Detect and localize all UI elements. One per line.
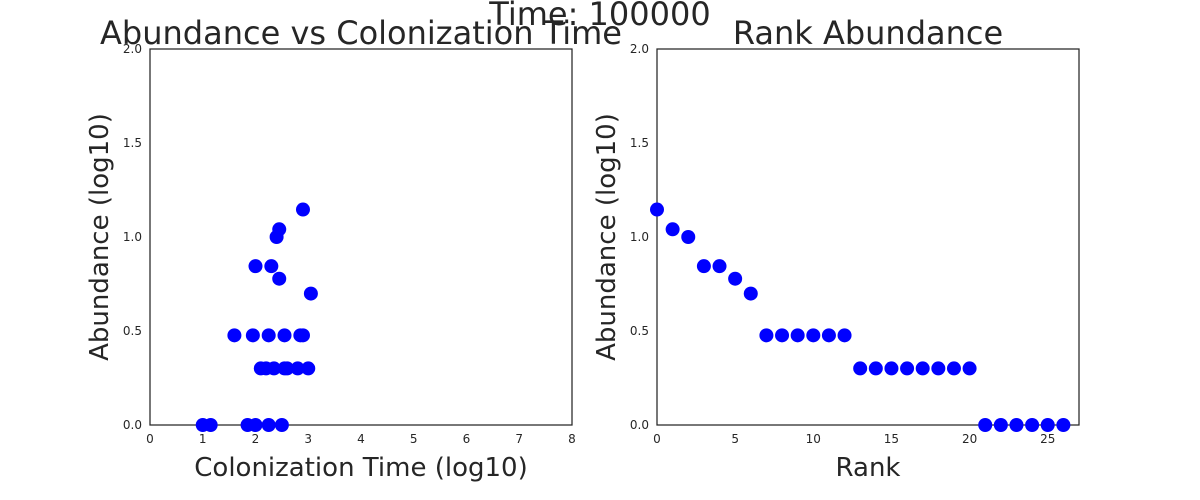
x-tick-label: 6 [463, 432, 471, 446]
y-axis-label: Abundance (log10) [85, 113, 115, 361]
data-point [962, 361, 977, 376]
data-point [264, 259, 279, 274]
x-tick-label: 5 [410, 432, 418, 446]
data-point [203, 418, 218, 432]
data-point [712, 259, 727, 274]
y-axis-label: Abundance (log10) [592, 113, 622, 361]
data-point [900, 361, 915, 376]
data-point [261, 418, 276, 432]
data-point [915, 361, 930, 376]
x-tick-label: 7 [515, 432, 523, 446]
data-point [295, 202, 310, 217]
data-point [946, 361, 961, 376]
data-point [301, 361, 316, 376]
x-tick-label: 15 [884, 432, 899, 446]
data-point [1025, 418, 1040, 432]
y-tick-label: 2.0 [630, 42, 649, 56]
data-point [272, 271, 287, 286]
data-point [790, 328, 805, 343]
y-tick-label: 0.5 [123, 324, 142, 338]
data-point [227, 328, 242, 343]
x-tick-label: 3 [304, 432, 312, 446]
x-tick-label: 8 [568, 432, 576, 446]
data-point [681, 230, 696, 244]
data-point [280, 361, 295, 376]
x-tick-label: 20 [962, 432, 977, 446]
x-tick-label: 4 [357, 432, 365, 446]
chart-right: Rank Abundance 0 5 10 15 20 25 0.0 0.5 1.0 1.5 2.0 R… [592, 14, 1080, 483]
data-point [884, 361, 899, 376]
data-point [248, 418, 263, 432]
y-tick-label: 0.0 [630, 418, 649, 432]
y-tick-label: 0.0 [123, 418, 142, 432]
data-point [993, 418, 1008, 432]
x-tick-label: 0 [146, 432, 154, 446]
data-point [743, 286, 758, 301]
data-point [821, 328, 836, 343]
data-point [295, 328, 310, 343]
plot-frame [149, 48, 573, 426]
y-tick-label: 1.0 [630, 230, 649, 244]
chart-title: Rank Abundance [733, 14, 1003, 52]
data-point [277, 328, 292, 343]
x-axis-label: Rank [836, 453, 901, 483]
data-point [868, 361, 883, 376]
data-point [837, 328, 852, 343]
data-point [775, 328, 790, 343]
data-point [248, 259, 263, 274]
y-tick-label: 1.5 [630, 136, 649, 150]
chart-title: Abundance vs Colonization Time [100, 14, 622, 52]
x-axis-label: Colonization Time (log10) [194, 453, 527, 483]
y-tick-label: 1.5 [123, 136, 142, 150]
data-point [1040, 418, 1055, 432]
data-point [261, 328, 276, 343]
x-tick-label: 2 [252, 432, 260, 446]
data-point [728, 271, 743, 286]
data-point [650, 202, 664, 217]
data-point [266, 361, 281, 376]
y-tick-label: 2.0 [123, 42, 142, 56]
figure-suptitle: Time: 100000 [488, 0, 710, 33]
data-point [853, 361, 868, 376]
data-points [650, 202, 1071, 432]
data-point [696, 259, 711, 274]
y-tick-label: 1.0 [123, 230, 142, 244]
chart-left: Abundance vs Colonization Time 0 1 2 3 4 5 6 7 8 0… [85, 14, 622, 483]
data-point [245, 328, 260, 343]
y-tick-label: 0.5 [630, 324, 649, 338]
data-point [806, 328, 821, 343]
data-point [272, 222, 287, 237]
data-point [931, 361, 946, 376]
data-point [665, 222, 680, 237]
data-point [759, 328, 774, 343]
data-point [303, 286, 318, 301]
x-tick-label: 10 [806, 432, 821, 446]
plot-frame [656, 48, 1080, 426]
x-tick-label: 25 [1040, 432, 1055, 446]
x-tick-label: 5 [731, 432, 739, 446]
data-point [1056, 418, 1071, 432]
data-point [290, 361, 305, 376]
data-points [195, 202, 318, 432]
data-point [978, 418, 993, 432]
data-point [1009, 418, 1024, 432]
data-point [274, 418, 289, 432]
x-tick-label: 0 [653, 432, 661, 446]
x-tick-label: 1 [199, 432, 207, 446]
